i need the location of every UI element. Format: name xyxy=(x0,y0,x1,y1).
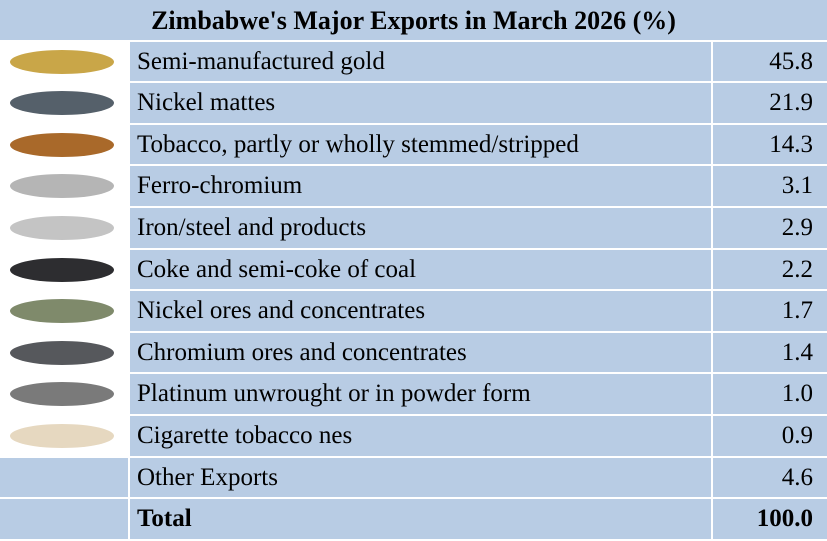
product-image xyxy=(10,91,114,116)
export-share: 0.9 xyxy=(713,415,827,456)
export-share: 1.4 xyxy=(713,332,827,373)
product-image xyxy=(10,132,114,157)
product-image xyxy=(10,423,114,448)
export-name: Other Exports xyxy=(130,457,711,498)
export-share: 4.6 xyxy=(713,457,827,498)
product-image xyxy=(10,382,114,407)
export-name: Nickel mattes xyxy=(130,83,711,123)
export-share: 2.9 xyxy=(713,207,827,248)
export-share: 45.8 xyxy=(713,41,827,82)
table-title: Zimbabwe's Major Exports in March 2026 (… xyxy=(0,0,827,40)
product-image-cell xyxy=(0,124,128,165)
product-image xyxy=(10,257,114,282)
table-row: Coke and semi-coke of coal 2.2 xyxy=(0,249,827,290)
product-image-cell xyxy=(0,41,128,82)
export-name: Iron/steel and products xyxy=(130,207,711,248)
export-name: Coke and semi-coke of coal xyxy=(130,249,711,290)
export-share: 14.3 xyxy=(713,124,827,165)
export-name: Chromium ores and concentrates xyxy=(130,332,711,373)
export-name: Cigarette tobacco nes xyxy=(130,415,711,456)
table-row: Nickel ores and concentrates 1.7 xyxy=(0,291,827,331)
export-name: Platinum unwrought or in powder form xyxy=(130,374,711,415)
product-image xyxy=(10,215,114,240)
table-row: Other Exports 4.6 xyxy=(0,457,827,498)
product-image-cell xyxy=(0,415,128,456)
product-image-cell xyxy=(0,499,128,539)
export-name: Total xyxy=(130,499,711,539)
export-name: Nickel ores and concentrates xyxy=(130,291,711,331)
table-row: Platinum unwrought or in powder form 1.0 xyxy=(0,374,827,415)
product-image xyxy=(10,299,114,324)
product-image-cell xyxy=(0,374,128,415)
export-share: 100.0 xyxy=(713,499,827,539)
table-row: Semi-manufactured gold 45.8 xyxy=(0,41,827,82)
product-image-cell xyxy=(0,207,128,248)
table-row: Nickel mattes 21.9 xyxy=(0,83,827,123)
product-image-cell xyxy=(0,457,128,498)
table-row: Chromium ores and concentrates 1.4 xyxy=(0,332,827,373)
export-name: Ferro-chromium xyxy=(130,166,711,207)
product-image-cell xyxy=(0,249,128,290)
product-image xyxy=(10,340,114,365)
table-row: Ferro-chromium 3.1 xyxy=(0,166,827,207)
export-share: 21.9 xyxy=(713,83,827,123)
product-image xyxy=(10,49,114,74)
product-image xyxy=(10,174,114,199)
export-share: 2.2 xyxy=(713,249,827,290)
export-name: Semi-manufactured gold xyxy=(130,41,711,82)
export-share: 1.0 xyxy=(713,374,827,415)
product-image-cell xyxy=(0,83,128,123)
product-image-cell xyxy=(0,332,128,373)
table-row: Total 100.0 xyxy=(0,499,827,539)
product-image-cell xyxy=(0,291,128,331)
product-image-cell xyxy=(0,166,128,207)
export-share: 1.7 xyxy=(713,291,827,331)
table-row: Tobacco, partly or wholly stemmed/stripp… xyxy=(0,124,827,165)
table-row: Cigarette tobacco nes 0.9 xyxy=(0,415,827,456)
export-share: 3.1 xyxy=(713,166,827,207)
table-row: Iron/steel and products 2.9 xyxy=(0,207,827,248)
export-name: Tobacco, partly or wholly stemmed/stripp… xyxy=(130,124,711,165)
